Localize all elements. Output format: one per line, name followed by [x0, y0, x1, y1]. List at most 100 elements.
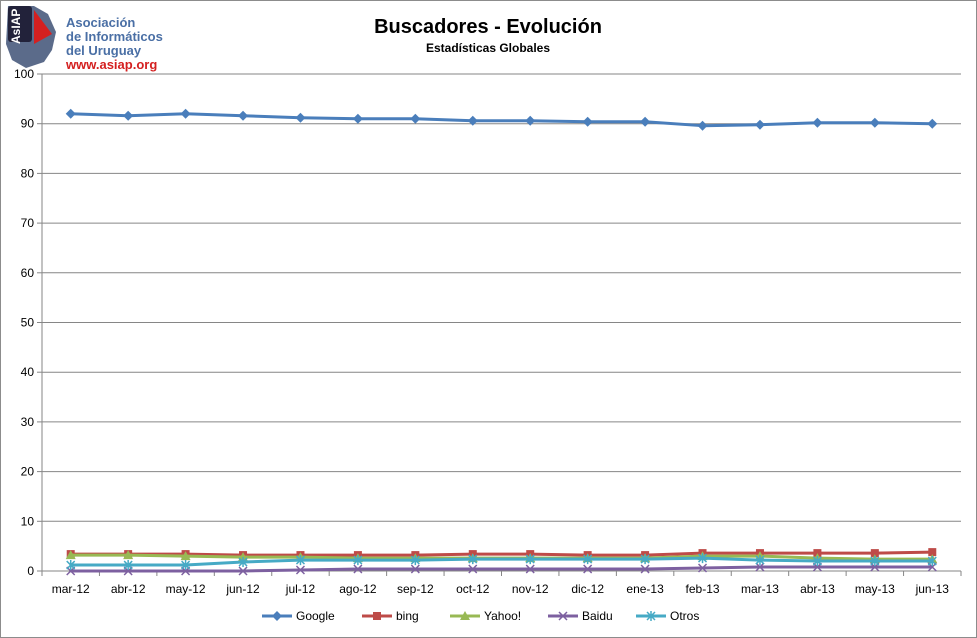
- legend-label: Baidu: [582, 609, 613, 623]
- legend: Google bing Yahoo! Baidu Otros: [262, 609, 699, 623]
- x-tick-label: oct-12: [456, 582, 490, 596]
- legend-label: Google: [296, 609, 335, 623]
- legend-marker: [272, 611, 282, 621]
- data-point-otros: [927, 556, 937, 567]
- gridlines: [42, 73, 961, 522]
- data-point-google: [295, 112, 306, 123]
- data-point-bing: [928, 548, 937, 557]
- y-tick-label: 100: [14, 67, 34, 81]
- logo-line-3: del Uruguay: [66, 43, 142, 58]
- logo-line-2: de Informáticos: [66, 29, 163, 44]
- data-point-bing: [870, 549, 879, 558]
- legend-item-otros: Otros: [636, 609, 699, 623]
- data-point-baidu: [238, 566, 248, 576]
- data-point-otros: [755, 555, 765, 566]
- y-tick-label: 90: [21, 117, 35, 131]
- data-point-google: [869, 117, 880, 128]
- series-otros: [66, 553, 937, 571]
- uruguay-map-icon: [6, 6, 56, 68]
- legend-item-yahoo: Yahoo!: [450, 609, 521, 623]
- series-google: [65, 108, 938, 131]
- data-point-baidu: [468, 564, 478, 574]
- legend-marker: [373, 612, 381, 620]
- x-tick-label: jul-12: [285, 582, 316, 596]
- data-point-yahoo: [65, 550, 76, 560]
- data-point-otros: [640, 554, 650, 565]
- chart-subtitle: Estadísticas Globales: [426, 41, 550, 55]
- y-tick-label: 80: [21, 166, 35, 180]
- legend-label: Yahoo!: [484, 609, 521, 623]
- legend-item-baidu: Baidu: [548, 609, 613, 623]
- legend-item-google: Google: [262, 609, 335, 623]
- legend-marker: [460, 611, 470, 620]
- data-point-otros: [525, 554, 535, 565]
- x-tick-label: jun-13: [915, 582, 950, 596]
- data-point-google: [65, 108, 76, 119]
- data-point-baidu: [410, 564, 420, 574]
- legend-marker: [558, 611, 568, 621]
- logo-url: www.asiap.org: [66, 57, 158, 72]
- svg-text:AsIAP: AsIAP: [9, 9, 23, 44]
- data-point-baidu: [698, 563, 708, 573]
- y-tick-label: 50: [21, 316, 35, 330]
- data-point-baidu: [640, 564, 650, 574]
- x-tick-label: sep-12: [397, 582, 434, 596]
- data-point-google: [410, 113, 421, 124]
- data-point-google: [754, 119, 765, 130]
- data-point-baidu: [295, 565, 305, 575]
- x-tick-label: may-12: [166, 582, 206, 596]
- data-point-google: [467, 115, 478, 126]
- data-point-google: [525, 115, 536, 126]
- data-point-google: [180, 108, 191, 119]
- data-point-google: [238, 110, 249, 121]
- y-axis: 0 10 20 30 40 50 60 70 80 90 100: [14, 67, 43, 578]
- x-tick-label: nov-12: [512, 582, 549, 596]
- data-point-otros: [812, 556, 822, 567]
- series-line-google: [70, 112, 933, 128]
- data-point-otros: [410, 555, 420, 566]
- x-axis: mar-12 abr-12 may-12 jun-12 jul-12 ago-12 sep-…: [41, 570, 962, 596]
- x-tick-label: mar-13: [741, 582, 779, 596]
- x-tick-label: mar-12: [52, 582, 90, 596]
- y-tick-label: 70: [21, 216, 35, 230]
- data-point-baidu: [353, 564, 363, 574]
- data-point-otros: [181, 560, 191, 571]
- data-point-google: [582, 116, 593, 127]
- data-point-google: [352, 113, 363, 124]
- data-point-yahoo: [180, 551, 191, 561]
- data-point-otros: [238, 557, 248, 568]
- data-point-google: [927, 118, 938, 129]
- y-tick-label: 0: [27, 564, 34, 578]
- series-line-bing: [70, 550, 933, 557]
- y-tick-label: 30: [21, 415, 35, 429]
- data-point-google: [123, 110, 134, 121]
- x-tick-label: ago-12: [339, 582, 377, 596]
- x-tick-label: may-13: [855, 582, 895, 596]
- x-tick-label: abr-13: [800, 582, 835, 596]
- x-tick-label: feb-13: [686, 582, 720, 596]
- x-tick-label: abr-12: [111, 582, 146, 596]
- x-tick-label: ene-13: [626, 582, 664, 596]
- series-line-otros: [70, 556, 933, 567]
- logo-line-1: Asociación: [66, 15, 136, 30]
- series-baidu: [66, 562, 937, 576]
- data-point-google: [812, 117, 823, 128]
- data-point-otros: [468, 554, 478, 565]
- x-tick-label: jun-12: [225, 582, 260, 596]
- y-tick-label: 40: [21, 365, 35, 379]
- y-tick-label: 20: [21, 465, 35, 479]
- chart-title: Buscadores - Evolución: [374, 16, 602, 38]
- data-point-otros: [870, 556, 880, 567]
- data-point-baidu: [525, 564, 535, 574]
- asiap-logo: AsIAP Asociación de Informáticos del Uru…: [4, 4, 174, 74]
- data-point-otros: [123, 560, 133, 571]
- data-point-otros: [353, 555, 363, 566]
- data-point-baidu: [755, 562, 765, 572]
- data-point-otros: [583, 554, 593, 565]
- y-tick-label: 60: [21, 266, 35, 280]
- data-point-baidu: [583, 564, 593, 574]
- legend-marker: [646, 611, 656, 621]
- logo-badge: AsIAP: [9, 9, 23, 44]
- legend-label: Otros: [670, 609, 699, 623]
